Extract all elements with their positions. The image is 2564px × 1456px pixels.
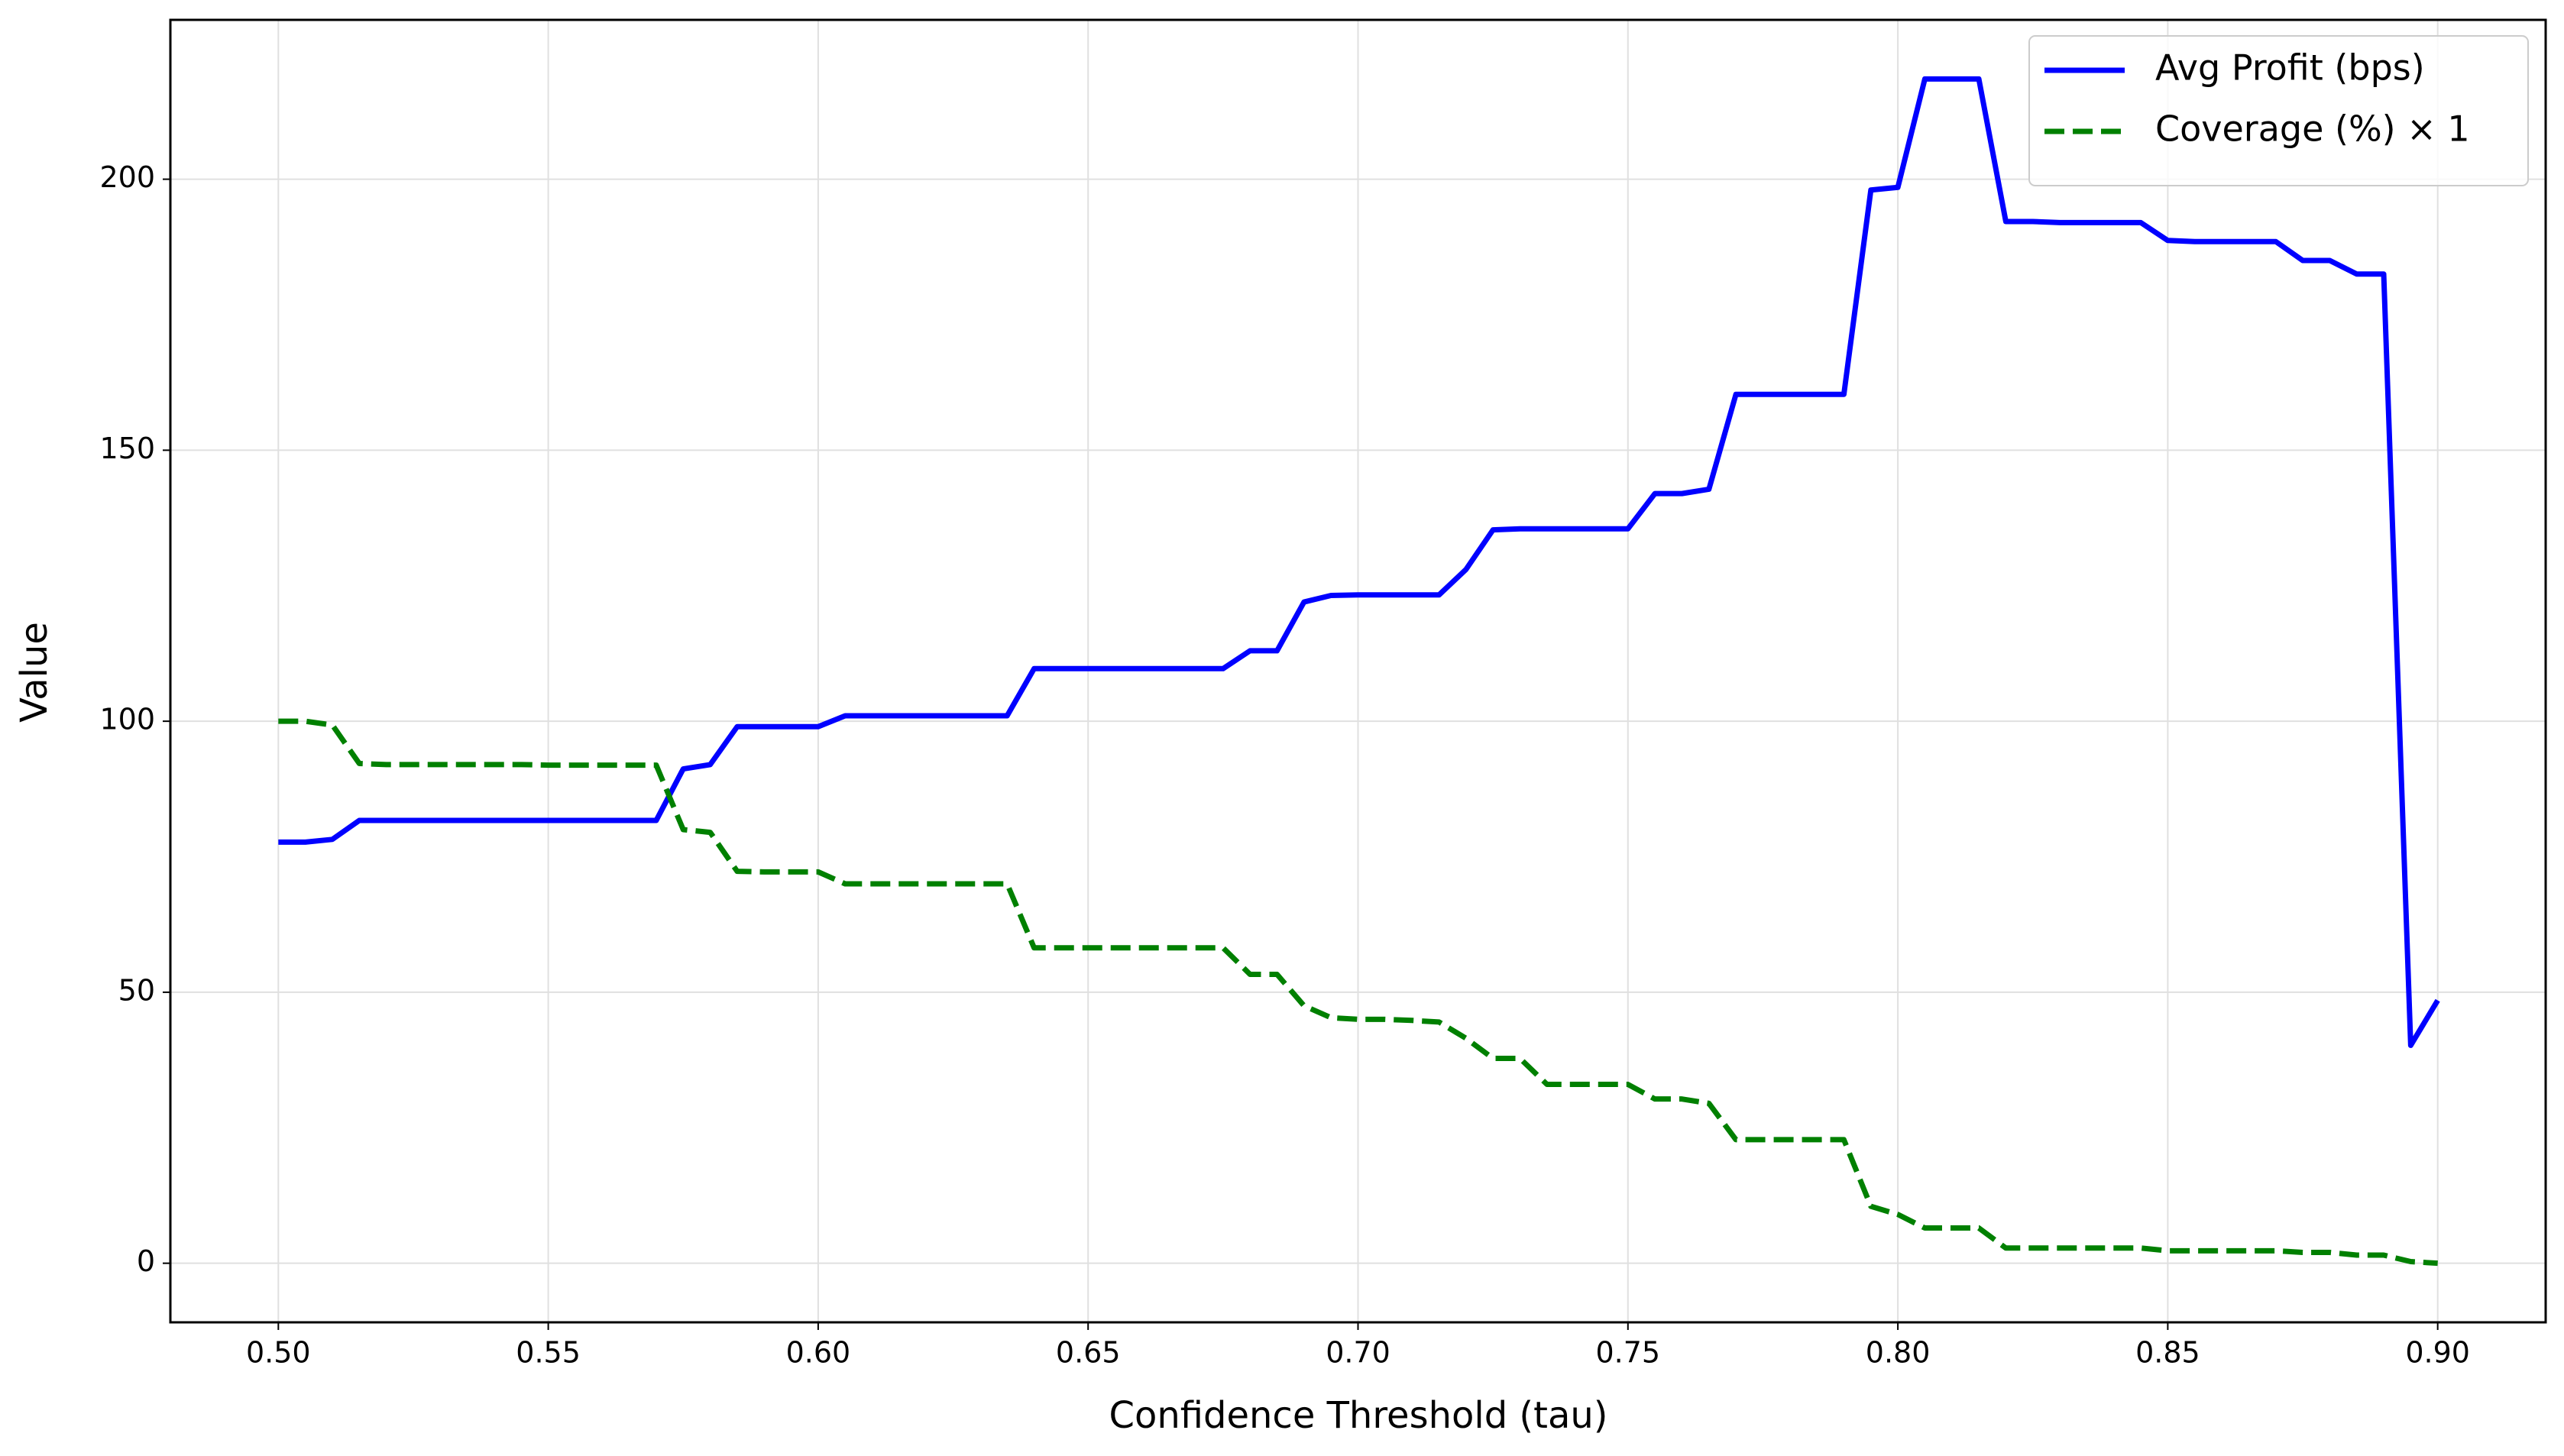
x-tick-label: 0.85 [2135, 1336, 2200, 1370]
y-tick-label: 150 [99, 432, 155, 465]
y-tick-label: 100 [99, 703, 155, 736]
x-tick-label: 0.60 [786, 1336, 851, 1370]
legend: Avg Profit (bps) Coverage (%) × 1 [2028, 35, 2529, 186]
series-line [278, 76, 2440, 1048]
legend-label: Coverage (%) × 1 [2155, 108, 2470, 150]
y-tick-label: 50 [118, 973, 155, 1007]
y-tick-label: 200 [99, 160, 155, 194]
x-tick-label: 0.90 [2405, 1336, 2470, 1370]
plot-frame [169, 18, 2547, 1324]
legend-box [2028, 35, 2529, 186]
x-tick-label: 0.80 [1866, 1336, 1931, 1370]
x-tick-label: 0.65 [1056, 1336, 1121, 1370]
series-line [278, 718, 2438, 1267]
y-axis-label: Value [13, 622, 56, 723]
x-tick-label: 0.75 [1595, 1336, 1660, 1370]
x-tick-label: 0.55 [516, 1336, 581, 1370]
legend-label: Avg Profit (bps) [2155, 47, 2425, 89]
x-tick-label: 0.50 [246, 1336, 311, 1370]
x-tick-label: 0.70 [1326, 1336, 1390, 1370]
x-axis-label: Confidence Threshold (tau) [1109, 1394, 1607, 1437]
y-tick-label: 0 [137, 1244, 155, 1278]
